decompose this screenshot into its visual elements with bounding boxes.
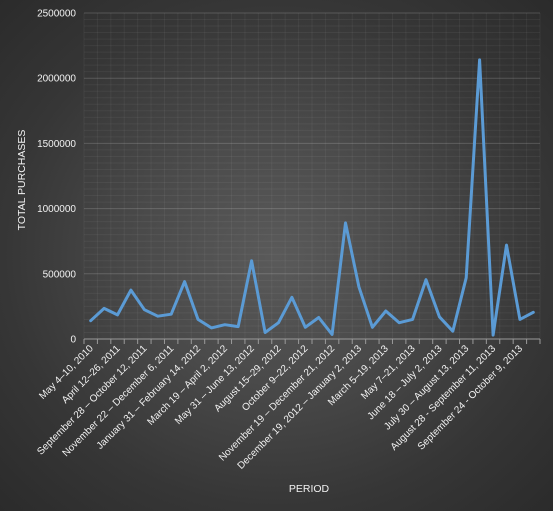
y-axis-title: TOTAL PURCHASES (16, 130, 28, 231)
x-tick-label: September 28 – October 12, 2011 (35, 343, 149, 457)
y-tick-label: 2500000 (37, 9, 76, 20)
x-tick-label: December 19, 2012 – January 2, 2013 (236, 343, 365, 472)
y-tick-label: 1500000 (37, 139, 76, 150)
grid-major (84, 12, 540, 275)
data-point (357, 285, 361, 289)
data-point (156, 314, 159, 318)
data-point (384, 309, 387, 313)
data-point (317, 316, 320, 319)
data-point (277, 321, 280, 324)
data-point (532, 311, 535, 314)
data-point (505, 243, 508, 247)
data-point (411, 318, 414, 321)
data-point (491, 333, 495, 337)
data-point (129, 288, 133, 292)
y-tick-label: 500000 (43, 269, 77, 280)
data-point (438, 315, 441, 319)
data-point (330, 333, 334, 336)
data-point (518, 318, 522, 321)
data-point (210, 326, 213, 330)
data-point (478, 58, 481, 62)
data-point (397, 321, 401, 324)
data-point (183, 280, 186, 283)
series-line (89, 58, 535, 337)
x-axis-title: PERIOD (289, 483, 330, 495)
data-point (89, 319, 92, 322)
y-axis-ticks: 0 500000 1000000 1500000 2000000 2500000 (37, 9, 76, 346)
y-tick-label: 1000000 (37, 204, 76, 215)
data-point (424, 278, 428, 281)
data-point (371, 326, 374, 329)
data-point (250, 259, 253, 262)
data-point (344, 221, 347, 225)
data-point (223, 323, 227, 326)
data-point (102, 307, 106, 310)
data-point (237, 325, 240, 328)
data-point (196, 318, 200, 321)
data-point (116, 313, 119, 317)
data-point (290, 296, 294, 299)
data-point (465, 276, 468, 279)
data-point (304, 326, 307, 329)
series-group (89, 58, 535, 337)
y-tick-label: 0 (70, 335, 76, 346)
data-point (143, 308, 146, 311)
data-point (451, 329, 455, 333)
y-tick-label: 2000000 (37, 74, 76, 85)
grid-minor (83, 12, 541, 340)
data-point (169, 313, 173, 316)
x-axis (83, 338, 541, 344)
data-point (263, 331, 267, 334)
